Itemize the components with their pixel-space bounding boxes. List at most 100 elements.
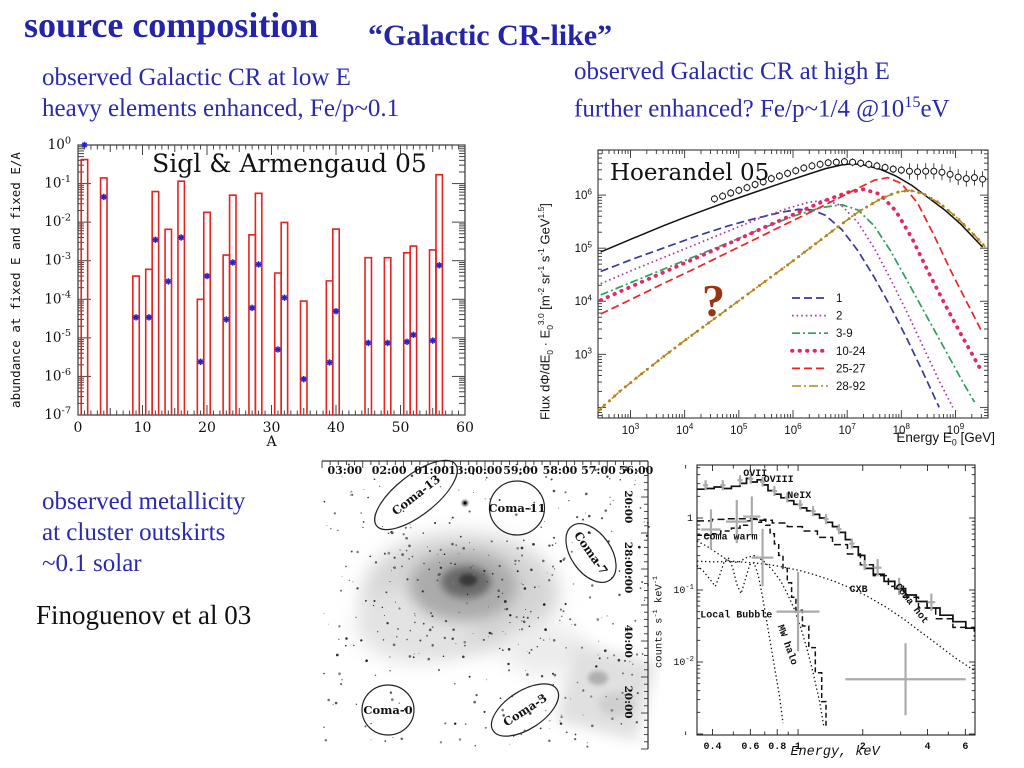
tick-label: 109 [947,422,965,437]
tick-label: 10-1 [673,584,694,597]
histogram-bar [228,194,237,415]
x-tick-label: 0.8 [768,742,786,753]
histogram-bar [383,256,392,415]
x-tick-label: 10 [134,420,152,436]
axis-label-part: 3.0 [536,313,546,326]
point-sources [323,463,650,748]
histogram-bar [99,177,108,415]
legend-label: 25-27 [836,363,865,375]
marker-dot [957,218,961,222]
legend: 1 2 3-9 10-24 25-27 28-92 [790,293,866,393]
marker-dot [608,399,611,403]
x-tick-label: 6 [962,742,968,753]
ngc4839-group-blob [555,643,657,741]
region-label-coma-0: Coma-0 [363,703,412,717]
marker-dot [774,271,778,275]
data-circle [849,158,857,166]
region-ellipse-coma-3 [490,683,560,737]
hoerandel-xaxis-label-sub: 0 [951,437,957,448]
spectrum-xaxis-label: Energy, keV [790,745,880,760]
y-axis-label: abundance at fixed E and fixed E/A [8,152,23,408]
note-low-energy: observed Galactic CR at low E heavy elem… [42,62,399,124]
blob2-spot [588,671,608,685]
chart-title: Sigl & Armengaud 05 [152,149,427,178]
axis-label-part: [m [537,295,553,314]
note-metallicity-line3: ~0.1 solar [42,550,142,577]
tick-label: 106 [784,422,802,437]
data-circle [962,175,970,183]
marker-dot [618,389,622,393]
data-circle [727,189,735,197]
marker-dot [629,381,633,384]
marker-dot [695,329,699,333]
note-high-energy-line1: observed Galactic CR at high E [574,58,890,85]
marker-dot [962,223,966,226]
histogram-bar [325,280,334,415]
data-circle [938,168,946,176]
region-label-coma-7: Coma-7 [571,529,611,577]
y-tick-label: 1 [687,514,693,525]
note-metallicity: observed metallicity at cluster outskirt… [42,486,245,579]
legend-label: 1 [836,293,842,305]
marker-dot [896,190,900,194]
marker-dot [623,385,627,389]
marker-dot [929,196,933,200]
series-3-9 [600,203,976,403]
tick-label: 107 [838,422,856,437]
axis-ticks [77,144,466,416]
data-circle [873,162,881,170]
series-CXB [696,560,975,672]
marker-dot [678,342,682,346]
marker-dot [814,242,817,246]
histogram-bar [132,275,141,415]
histogram-bar [151,190,160,415]
annotation-Coma-hot: Coma hot [892,581,931,626]
note-low-energy-line1: observed Galactic CR at low E [42,64,351,91]
histogram-bar [144,268,153,415]
hoerandel-yaxis-label: Flux dΦ/dE0 · E03.0 [m-2 sr-1 s-1 GeV1.5… [536,203,555,420]
histogram-bar [202,211,212,415]
tick-label: 100 [48,135,71,153]
marker-dot [684,338,688,341]
histogram-bar [254,192,263,415]
ra-tick-label: 03:00 [327,464,362,477]
marker-dot [910,189,914,193]
data-circle [735,186,743,194]
chart-title: Hoerandel 05 [610,160,769,186]
annotation-Coma-warm: Coma warm [703,533,757,544]
region-ellipse-coma-13 [374,459,458,531]
note-high-energy: observed Galactic CR at high E further e… [574,56,950,124]
tick-label: 10-2 [44,212,71,230]
note-high-energy-exponent: 15 [904,93,921,111]
marker-dot [836,225,840,229]
marker-dot [597,408,601,412]
data-circle [832,158,840,166]
marker-dot [769,275,773,279]
bridge-haze [504,624,588,676]
axis-label-part: ] [537,203,553,207]
plot-frame [597,149,989,419]
marker-dot [797,255,801,258]
x-axis-label: A [265,434,277,448]
axis-ticks [685,465,975,735]
marker-dot [752,288,756,292]
marker-dot [763,280,767,283]
tick-label: 10-6 [44,367,71,385]
series-Local-Bubble [696,556,784,724]
xray-emission-blobs [356,500,657,741]
data-circle [954,173,962,181]
data-circle [710,195,718,203]
series-group [597,157,987,412]
star-markers [81,141,443,383]
data-circle [922,167,930,175]
marker-dot [853,213,857,216]
tick-label: 10-2 [673,656,694,669]
marker-dot [825,233,829,237]
data-circle [889,165,897,173]
marker-dot [859,209,862,213]
plot-area [77,144,466,416]
histogram-bar [222,254,231,415]
marker-dot [871,202,875,205]
data-circle [800,164,808,172]
